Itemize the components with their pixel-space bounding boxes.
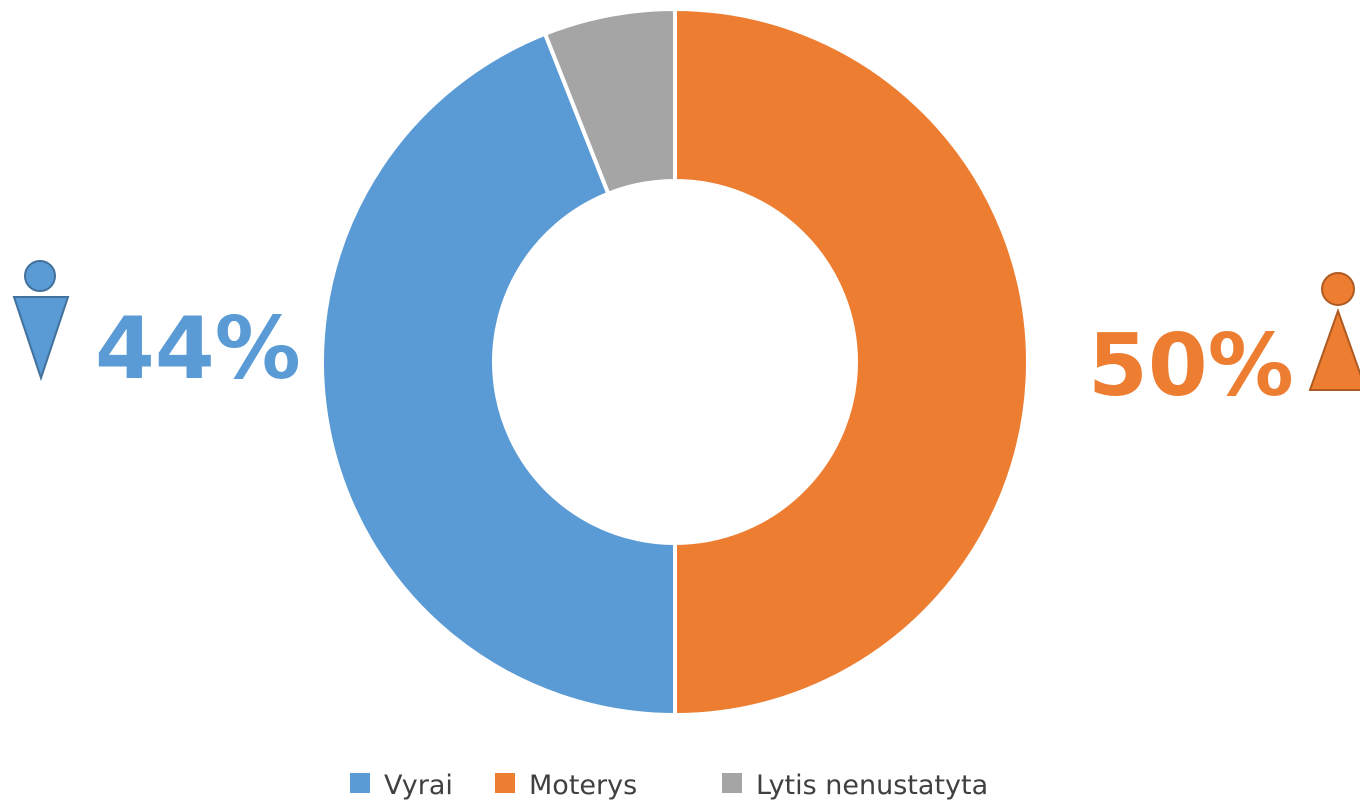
legend-label: Moterys: [529, 770, 637, 801]
data-label: 50%: [1088, 316, 1294, 416]
male-icon: [12, 260, 70, 382]
legend-label: Vyrai: [384, 770, 453, 801]
donut-segment: [320, 31, 677, 718]
donut-segment: [673, 6, 1030, 718]
donut-segment: [542, 6, 677, 197]
data-label: 44%: [95, 299, 301, 399]
legend-swatch: [350, 773, 370, 793]
legend-swatch: [495, 773, 515, 793]
female-icon: [1308, 272, 1360, 391]
legend-label: Lytis nenustatyta: [756, 770, 988, 801]
legend-swatch: [722, 773, 742, 793]
